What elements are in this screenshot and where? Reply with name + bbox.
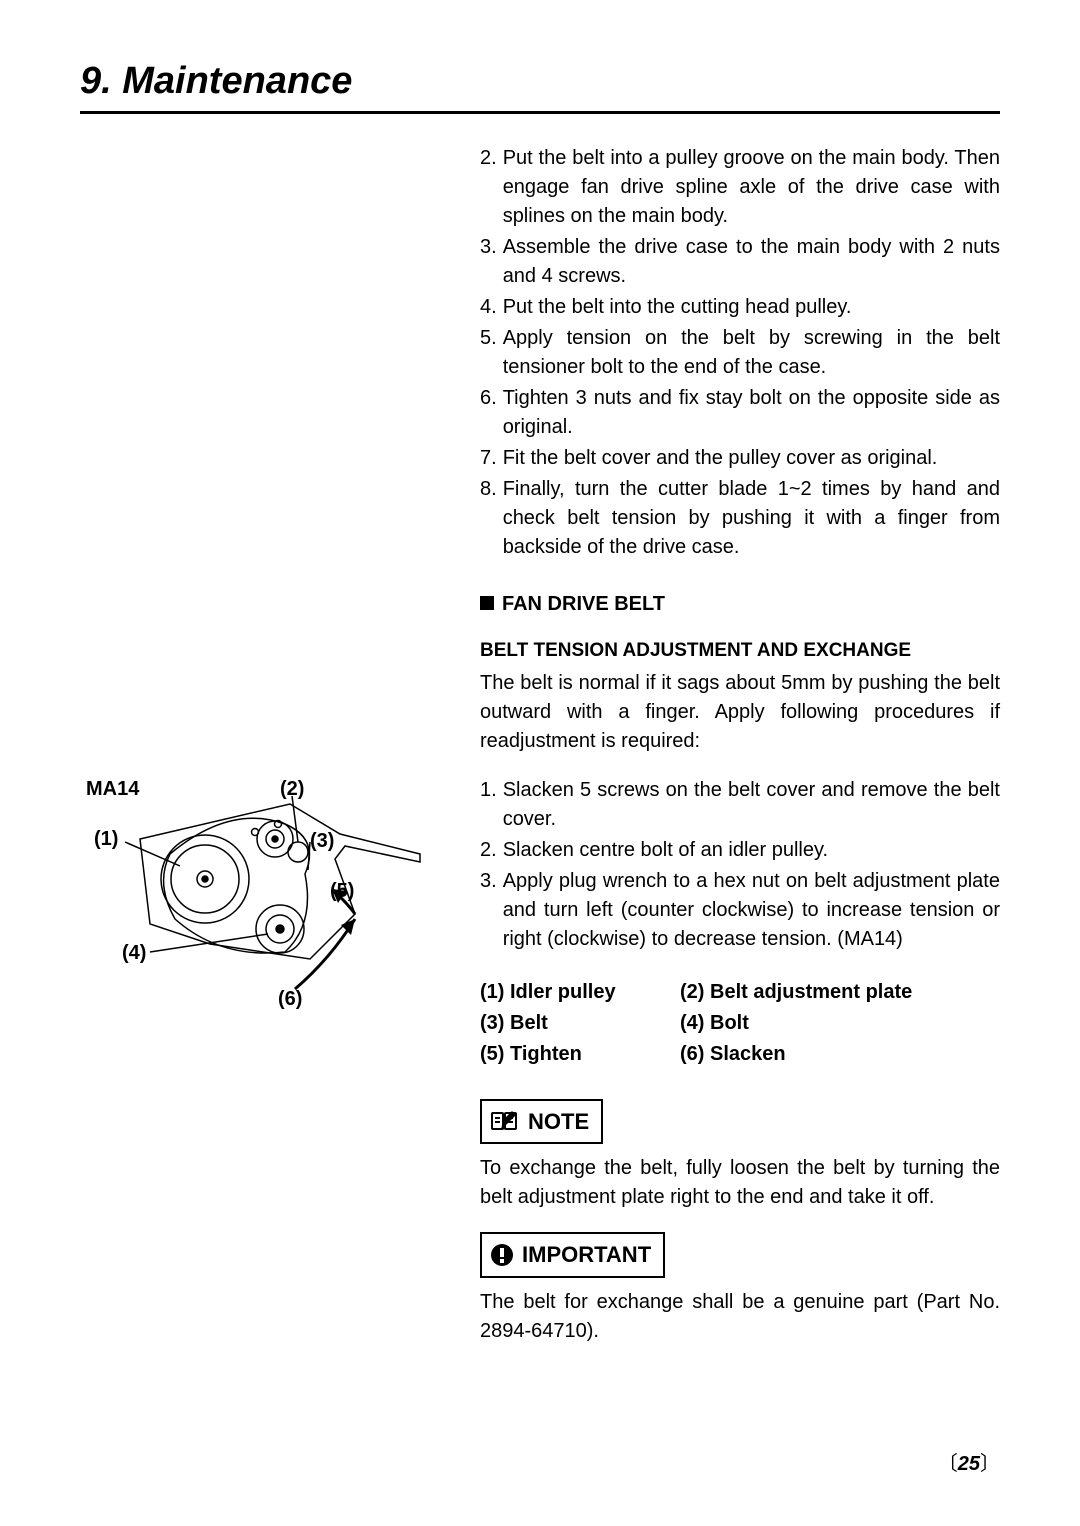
left-column: MA14 (2) (1) (3) (5) (4) (6) xyxy=(80,144,450,1346)
legend-item: (3) Belt xyxy=(480,1009,680,1038)
diagram-callout-6: (6) xyxy=(278,988,302,1011)
step-item: 3.Apply plug wrench to a hex nut on belt… xyxy=(480,867,1000,954)
step-number: 6. xyxy=(480,384,497,442)
legend-item: (2) Belt adjustment plate xyxy=(680,978,1000,1007)
diagram-callout-2: (2) xyxy=(280,778,304,801)
step-number: 3. xyxy=(480,867,497,954)
step-item: 2.Slacken centre bolt of an idler pulley… xyxy=(480,836,1000,865)
legend-item: (6) Slacken xyxy=(680,1040,1000,1069)
important-text: The belt for exchange shall be a genuine… xyxy=(480,1288,1000,1346)
step-item: 8.Finally, turn the cutter blade 1~2 tim… xyxy=(480,475,1000,562)
step-text: Fit the belt cover and the pulley cover … xyxy=(503,444,1000,473)
two-column-layout: MA14 (2) (1) (3) (5) (4) (6) xyxy=(80,144,1000,1346)
step-item: 2.Put the belt into a pulley groove on t… xyxy=(480,144,1000,231)
step-number: 8. xyxy=(480,475,497,562)
step-text: Tighten 3 nuts and fix stay bolt on the … xyxy=(503,384,1000,442)
legend-item: (5) Tighten xyxy=(480,1040,680,1069)
diagram-svg xyxy=(80,784,450,1024)
important-box: IMPORTANT xyxy=(480,1232,665,1278)
step-number: 7. xyxy=(480,444,497,473)
step-item: 4.Put the belt into the cutting head pul… xyxy=(480,293,1000,322)
fan-drive-belt-heading: FAN DRIVE BELT xyxy=(480,590,1000,619)
step-number: 4. xyxy=(480,293,497,322)
step-text: Slacken centre bolt of an idler pulley. xyxy=(503,836,1000,865)
heading-text: FAN DRIVE BELT xyxy=(502,593,665,615)
belt-tension-paragraph: The belt is normal if it sags about 5mm … xyxy=(480,669,1000,756)
belt-tension-subheading: BELT TENSION ADJUSTMENT AND EXCHANGE xyxy=(480,637,1000,665)
step-item: 5.Apply tension on the belt by screwing … xyxy=(480,324,1000,382)
legend-item: (1) Idler pulley xyxy=(480,978,680,1007)
step-text: Put the belt into a pulley groove on the… xyxy=(503,144,1000,231)
step-number: 3. xyxy=(480,233,497,291)
bracket-left: 〔 xyxy=(938,1453,958,1475)
steps-list-a: 2.Put the belt into a pulley groove on t… xyxy=(480,144,1000,562)
step-text: Slacken 5 screws on the belt cover and r… xyxy=(503,776,1000,834)
page-number: 25 xyxy=(958,1453,980,1475)
step-text: Finally, turn the cutter blade 1~2 times… xyxy=(503,475,1000,562)
parts-legend: (1) Idler pulley (2) Belt adjustment pla… xyxy=(480,978,1000,1069)
step-number: 5. xyxy=(480,324,497,382)
step-text: Apply tension on the belt by screwing in… xyxy=(503,324,1000,382)
diagram-callout-4: (4) xyxy=(122,942,146,965)
note-label: NOTE xyxy=(528,1106,589,1138)
page-footer: 〔25〕 xyxy=(938,1447,1000,1476)
step-item: 3.Assemble the drive case to the main bo… xyxy=(480,233,1000,291)
note-box: NOTE xyxy=(480,1099,603,1145)
right-column: 2.Put the belt into a pulley groove on t… xyxy=(480,144,1000,1346)
step-number: 1. xyxy=(480,776,497,834)
note-icon xyxy=(490,1110,520,1132)
chapter-title: 9. Maintenance xyxy=(80,60,1000,103)
diagram-callout-1: (1) xyxy=(94,828,118,851)
square-bullet-icon xyxy=(480,596,494,610)
step-number: 2. xyxy=(480,836,497,865)
bracket-right: 〕 xyxy=(980,1453,1000,1475)
diagram-callout-3: (3) xyxy=(310,830,334,853)
step-item: 1.Slacken 5 screws on the belt cover and… xyxy=(480,776,1000,834)
important-icon xyxy=(490,1243,514,1267)
diagram-code-label: MA14 xyxy=(86,778,139,801)
steps-list-b: 1.Slacken 5 screws on the belt cover and… xyxy=(480,776,1000,954)
diagram-ma14: MA14 (2) (1) (3) (5) (4) (6) xyxy=(80,784,450,1029)
important-label: IMPORTANT xyxy=(522,1239,651,1271)
diagram-callout-5: (5) xyxy=(330,880,354,903)
step-text: Put the belt into the cutting head pulle… xyxy=(503,293,1000,322)
step-text: Assemble the drive case to the main body… xyxy=(503,233,1000,291)
step-item: 6.Tighten 3 nuts and fix stay bolt on th… xyxy=(480,384,1000,442)
step-item: 7.Fit the belt cover and the pulley cove… xyxy=(480,444,1000,473)
step-number: 2. xyxy=(480,144,497,231)
step-text: Apply plug wrench to a hex nut on belt a… xyxy=(503,867,1000,954)
note-text: To exchange the belt, fully loosen the b… xyxy=(480,1154,1000,1212)
chapter-rule xyxy=(80,111,1000,114)
legend-item: (4) Bolt xyxy=(680,1009,1000,1038)
